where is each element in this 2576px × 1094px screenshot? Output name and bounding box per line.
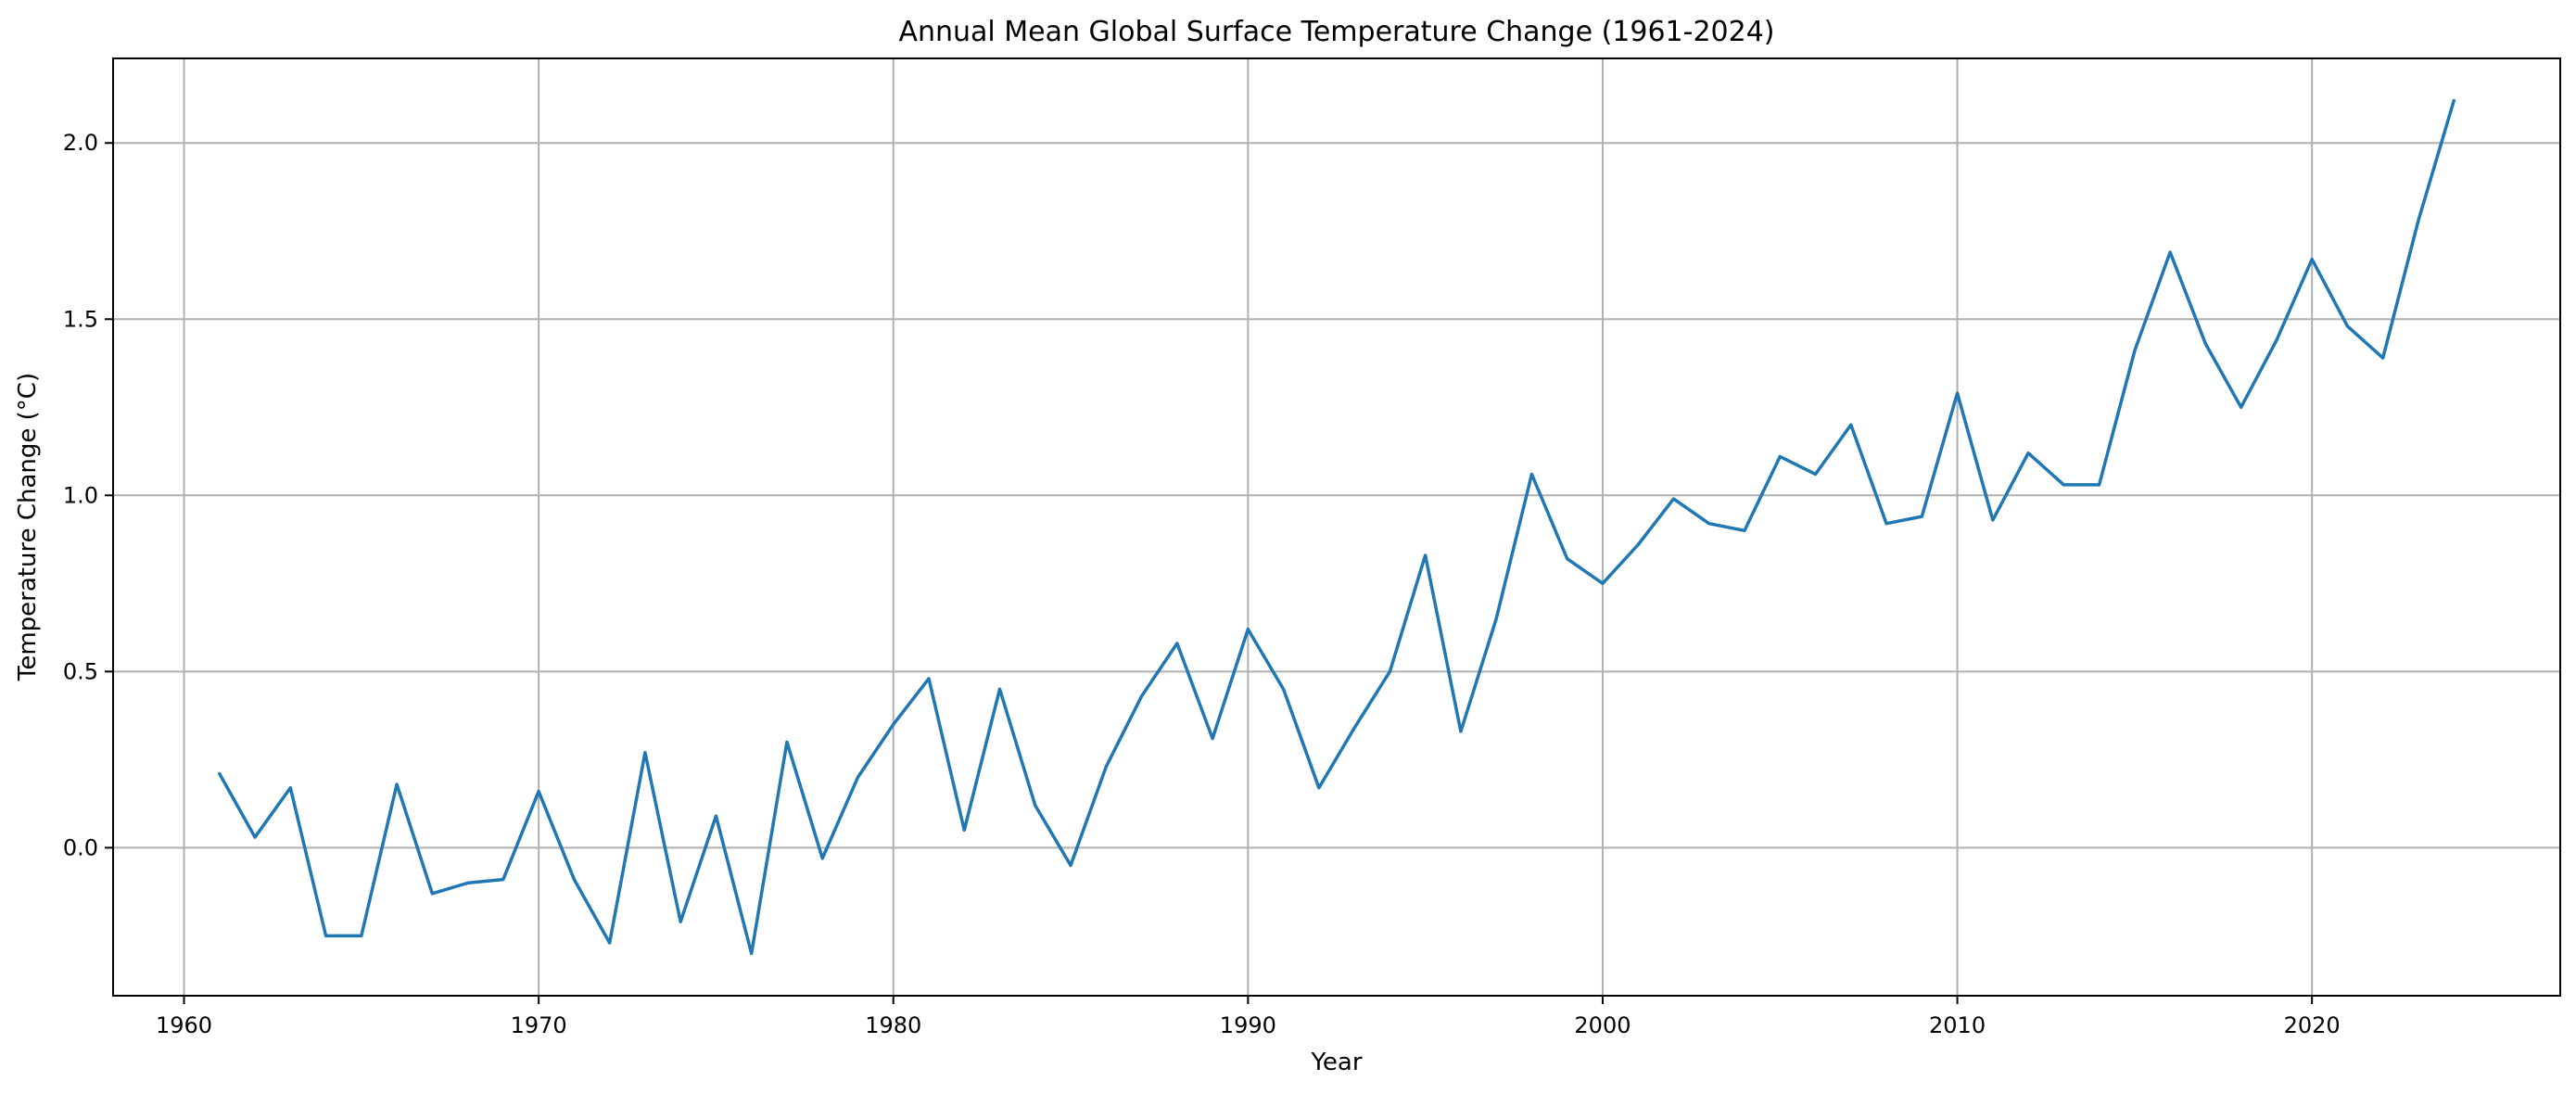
x-tick-label: 2010 bbox=[1929, 1012, 1986, 1038]
y-axis-label: Temperature Change (°C) bbox=[14, 373, 42, 681]
grid-lines bbox=[113, 58, 2560, 996]
data-points bbox=[219, 100, 2455, 954]
y-tick-label: 1.5 bbox=[63, 306, 98, 332]
chart-title: Annual Mean Global Surface Temperature C… bbox=[898, 16, 1774, 48]
y-tick-label: 2.0 bbox=[63, 130, 98, 156]
x-axis-label: Year bbox=[1310, 1049, 1362, 1076]
y-tick-label: 0.0 bbox=[63, 834, 98, 860]
y-axis-ticks: 0.0 0.5 1.0 1.5 2.0 bbox=[63, 130, 113, 860]
y-tick-label: 1.0 bbox=[63, 482, 98, 508]
x-tick-label: 1960 bbox=[156, 1012, 212, 1038]
y-tick-label: 0.5 bbox=[63, 658, 98, 684]
x-tick-label: 1990 bbox=[1220, 1012, 1276, 1038]
x-axis-ticks: 1960 1970 1980 1990 2000 2010 2020 bbox=[156, 996, 2341, 1038]
x-tick-label: 1980 bbox=[865, 1012, 921, 1038]
x-tick-label: 2020 bbox=[2284, 1012, 2341, 1038]
x-tick-label: 1970 bbox=[511, 1012, 567, 1038]
series-line bbox=[218, 98, 2455, 956]
plot-frame bbox=[112, 57, 2561, 997]
x-tick-label: 2000 bbox=[1574, 1012, 1631, 1038]
